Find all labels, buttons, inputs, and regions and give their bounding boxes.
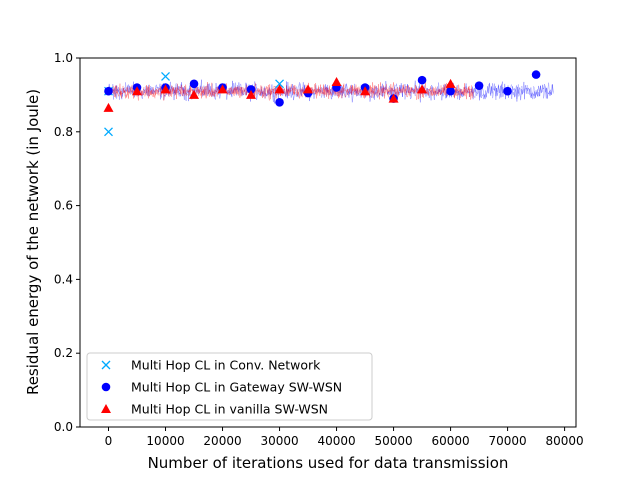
x-axis-label: Number of iterations used for data trans…	[148, 454, 509, 472]
data-point	[275, 97, 284, 107]
data-point	[474, 81, 484, 90]
y-axis-label: Residual energy of the network (in Joule…	[24, 89, 42, 395]
data-point	[104, 86, 113, 96]
data-point	[160, 84, 171, 94]
data-point	[388, 93, 399, 103]
legend-marker	[101, 382, 111, 392]
legend-item: Multi Hop CL in Conv. Network	[101, 358, 321, 373]
data-point	[275, 79, 284, 89]
x-axis-ticks: 0 10000 20000 30000 40000 50000 60000 70000 8000…	[105, 427, 584, 448]
data-point	[246, 89, 257, 99]
data-point	[303, 84, 314, 94]
y-tick-label: 0.0	[54, 420, 73, 434]
data-points	[103, 70, 541, 137]
legend-marker	[101, 404, 111, 413]
data-point	[417, 84, 428, 94]
data-point	[246, 85, 256, 94]
x-tick-label: 80000	[546, 434, 584, 448]
data-point	[417, 75, 427, 85]
x-tick-label: 40000	[317, 434, 355, 448]
data-point	[104, 127, 113, 137]
data-point	[331, 76, 342, 86]
series-2	[103, 76, 456, 112]
legend-label: Multi Hop CL in Conv. Network	[131, 358, 321, 373]
x-tick-label: 50000	[374, 434, 412, 448]
y-tick-label: 0.6	[54, 199, 73, 213]
data-point	[445, 78, 456, 88]
y-axis-ticks: 0.0 0.2 0.4 0.6 0.8 1.0	[54, 51, 80, 434]
x-tick-label: 60000	[431, 434, 469, 448]
data-point	[132, 86, 143, 96]
x-tick-label: 30000	[260, 434, 298, 448]
x-tick-label: 20000	[203, 434, 241, 448]
data-point	[446, 86, 455, 96]
data-point	[217, 84, 228, 94]
data-point	[531, 70, 541, 79]
y-tick-label: 0.4	[54, 272, 73, 286]
x-tick-label: 10000	[146, 434, 184, 448]
legend-marker	[101, 360, 111, 370]
data-point	[189, 89, 200, 99]
x-tick-label: 0	[105, 434, 113, 448]
y-tick-label: 1.0	[54, 51, 73, 65]
legend-item: Multi Hop CL in Gateway SW-WSN	[101, 380, 342, 395]
data-point	[503, 86, 512, 96]
y-tick-label: 0.2	[54, 346, 73, 360]
data-point	[360, 86, 371, 96]
axes-frame	[79, 57, 577, 428]
legend: Multi Hop CL in Conv. Network Multi Hop C…	[86, 352, 373, 421]
data-point	[274, 84, 285, 94]
x-tick-label: 70000	[488, 434, 526, 448]
data-point	[103, 102, 114, 112]
legend-label: Multi Hop CL in vanilla SW-WSN	[131, 402, 328, 417]
data-point	[189, 79, 199, 89]
legend-frame	[86, 352, 373, 421]
legend-label: Multi Hop CL in Gateway SW-WSN	[131, 380, 342, 395]
legend-item: Multi Hop CL in vanilla SW-WSN	[101, 402, 328, 417]
y-tick-label: 0.8	[54, 125, 73, 139]
data-point	[161, 71, 170, 81]
